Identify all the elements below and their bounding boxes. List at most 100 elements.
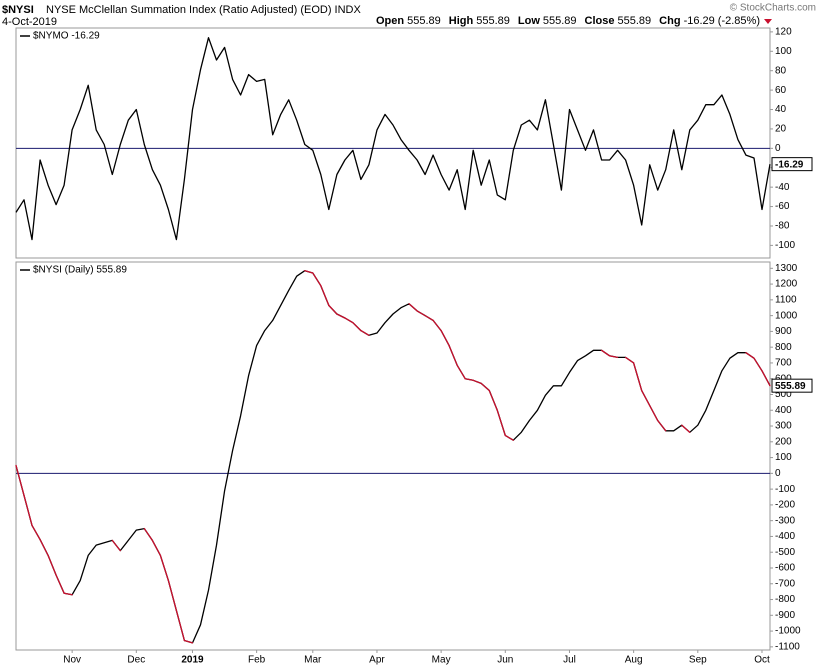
y-tick-label: -100: [775, 484, 795, 495]
symbol: $NYSI: [2, 4, 34, 16]
down-segment: [624, 356, 635, 364]
line: [15, 37, 771, 241]
copyright: © StockCharts.com: [730, 3, 816, 14]
down-segment: [304, 270, 314, 274]
y-tick-label: -1100: [775, 641, 800, 652]
y-tick-label: -700: [775, 578, 795, 589]
x-tick-label: May: [432, 655, 451, 666]
y-tick-label: -200: [775, 500, 795, 511]
quote-label: High: [449, 15, 474, 27]
down-segment: [183, 639, 194, 644]
quote-value: 555.89: [543, 15, 577, 27]
quote-label: Open: [376, 15, 404, 27]
down-segment: [681, 424, 691, 433]
down-segment: [456, 364, 466, 380]
quote-value: -16.29 (-2.85%): [684, 15, 760, 27]
down-segment: [39, 538, 49, 557]
panel-frame: [15, 27, 771, 259]
down-segment: [657, 419, 667, 432]
last-value-box: [771, 378, 813, 393]
legend-label: $NYMO -16.29: [33, 31, 100, 42]
x-tick-label: Sep: [689, 655, 707, 666]
quote-value: 555.89: [407, 15, 441, 27]
quote-value: 555.89: [476, 15, 510, 27]
down-segment: [15, 464, 25, 497]
y-tick-label: -1000: [775, 626, 801, 637]
down-segment: [408, 303, 418, 312]
quote-label: Chg: [659, 15, 680, 27]
down-segment: [641, 389, 651, 407]
y-tick-label: 400: [775, 405, 792, 416]
y-tick-label: 100: [775, 452, 792, 463]
down-segment: [320, 285, 330, 307]
x-tick-label: Dec: [127, 655, 145, 666]
down-segment: [336, 313, 346, 319]
y-tick-label: -40: [775, 182, 790, 193]
down-segment: [632, 362, 643, 392]
y-tick-label: 300: [775, 421, 792, 432]
x-tick-label: Oct: [754, 655, 770, 666]
x-tick-label: Jun: [497, 655, 513, 666]
quote-label: Low: [518, 15, 540, 27]
down-arrow: [764, 19, 772, 24]
down-segment: [424, 314, 434, 322]
quote-value: 555.89: [618, 15, 652, 27]
y-tick-label: -400: [775, 531, 795, 542]
x-tick-label: Nov: [63, 655, 81, 666]
down-segment: [31, 524, 41, 541]
down-segment: [143, 527, 154, 542]
down-segment: [159, 554, 170, 582]
y-tick-label: 800: [775, 342, 792, 353]
last-value-label: -16.29: [775, 159, 804, 170]
subtitle: NYSE McClellan Summation Index (Ratio Ad…: [46, 4, 361, 16]
down-segment: [649, 404, 659, 422]
down-segment: [352, 322, 362, 332]
down-segment: [175, 609, 186, 642]
down-segment: [480, 382, 490, 392]
down-segment: [496, 409, 506, 437]
y-tick-label: -100: [775, 240, 795, 251]
y-tick-label: -60: [775, 201, 790, 212]
y-tick-label: -500: [775, 547, 795, 558]
y-tick-label: 0: [775, 468, 781, 479]
y-tick-label: 700: [775, 358, 792, 369]
down-segment: [745, 352, 755, 359]
quote: Open 555.89 High 555.89 Low 555.89 Close 555.89…: [376, 15, 760, 27]
y-tick-label: 1000: [775, 310, 798, 321]
x-tick-label: 2019: [181, 655, 204, 666]
y-tick-label: -600: [775, 563, 795, 574]
down-segment: [151, 539, 162, 557]
y-tick-label: 20: [775, 124, 787, 135]
down-segment: [464, 378, 474, 381]
down-segment: [167, 579, 178, 612]
x-tick-label: Aug: [625, 655, 643, 666]
y-tick-label: 900: [775, 326, 792, 337]
down-segment: [23, 494, 33, 527]
legend-label: $NYSI (Daily) 555.89: [33, 265, 127, 276]
down-segment: [344, 317, 354, 324]
down-segment: [504, 434, 514, 441]
down-segment: [753, 357, 763, 372]
x-tick-label: Apr: [369, 655, 385, 666]
down-segment: [111, 539, 121, 552]
y-tick-label: -80: [775, 221, 790, 232]
last-value-label: 555.89: [775, 381, 806, 392]
y-tick-label: 60: [775, 85, 787, 96]
x-tick-label: Jul: [563, 655, 576, 666]
down-segment: [432, 319, 442, 332]
line: [15, 270, 771, 644]
down-segment: [328, 304, 338, 315]
y-tick-label: 80: [775, 65, 787, 76]
down-segment: [312, 272, 322, 287]
down-segment: [472, 379, 482, 385]
down-segment: [761, 370, 771, 387]
date: 4-Oct-2019: [2, 16, 57, 28]
y-tick-label: -300: [775, 515, 795, 526]
down-segment: [416, 310, 426, 317]
down-segment: [63, 592, 73, 596]
down-segment: [608, 355, 619, 359]
y-tick-label: -800: [775, 594, 795, 605]
y-tick-label: -900: [775, 610, 795, 621]
down-segment: [488, 389, 498, 411]
